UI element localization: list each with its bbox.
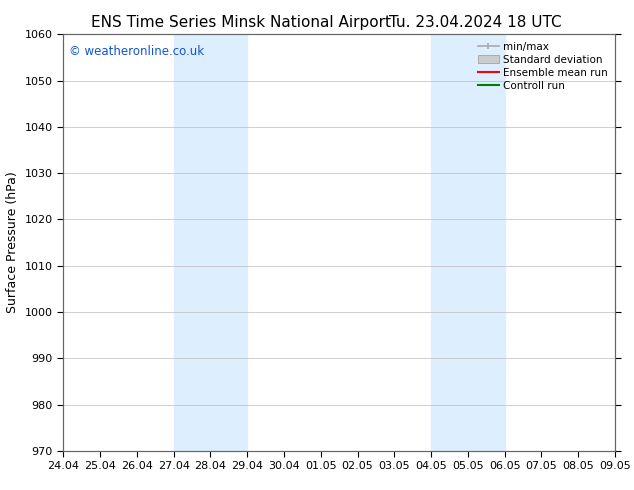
Text: © weatheronline.co.uk: © weatheronline.co.uk [69,45,204,58]
Text: Tu. 23.04.2024 18 UTC: Tu. 23.04.2024 18 UTC [389,15,562,30]
Legend: min/max, Standard deviation, Ensemble mean run, Controll run: min/max, Standard deviation, Ensemble me… [474,37,612,95]
Y-axis label: Surface Pressure (hPa): Surface Pressure (hPa) [6,172,19,314]
Bar [174,34,247,451]
Text: ENS Time Series Minsk National Airport: ENS Time Series Minsk National Airport [91,15,391,30]
Bar [431,34,505,451]
